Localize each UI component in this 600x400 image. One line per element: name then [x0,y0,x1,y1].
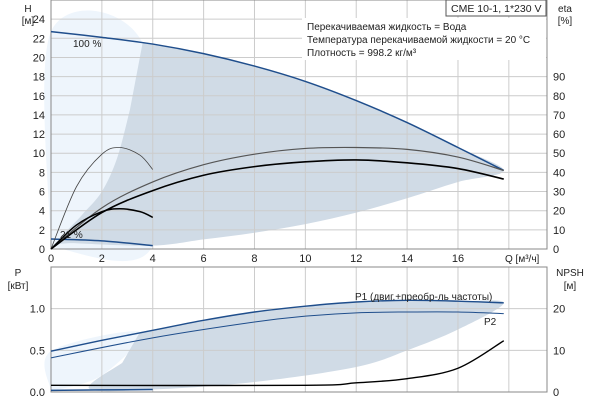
y-tick-label: 20 [33,52,45,64]
x-tick-label: 16 [452,253,464,265]
y-tick-label: 10 [33,148,45,160]
series-p1 [50,299,504,352]
y2-axis-label: eta [558,4,572,15]
power-npsh-plot: 0.0 0.5 1.0 0 10 20 P1 (двиг.+преобр-ль частот… [8,266,584,399]
y-tick-label: 0 [39,244,45,256]
y2-tick-label: 10 [553,345,565,357]
x-tick-label: 10 [299,253,311,265]
plot-border [50,266,548,393]
y-tick-label: 8 [39,167,45,179]
series-p-21- [50,388,153,392]
y-tick-label: 16 [33,91,45,103]
y-tick-label: 0.0 [30,387,45,399]
y-tick-label: 1.0 [30,304,45,316]
model-label: CME 10-1, 1*230 V [451,3,541,15]
x-tick-label: 2 [99,253,105,265]
x-tick-label: 14 [401,253,413,265]
y-tick-label: 22 [33,33,45,45]
info-box: CME 10-1, 1*230 V Перекачиваемая жидкост… [302,0,547,60]
y-tick-label: 24 [33,14,45,26]
y-axis-unit: [кВт] [8,281,29,292]
y2-tick-label: 60 [553,129,565,141]
y-tick-label: 4 [39,206,45,218]
y-tick-label: 6 [39,187,45,199]
y2-tick-label: 50 [553,148,565,160]
y-tick-label: 0.5 [30,345,45,357]
y2-axis-unit: [м] [564,281,577,292]
annotation-21: 21 % [60,230,83,241]
series-npsh [50,340,505,387]
y-axis-label: P [15,268,22,279]
x-tick-label: 4 [150,253,156,265]
y2-tick-label: 70 [553,110,565,122]
y-axis-unit: [м] [22,16,35,27]
y2-tick-label: 0 [553,244,559,256]
series-eta-total-100- [50,159,504,250]
x-tick-label: 12 [350,253,362,265]
x-tick-label: 8 [251,253,257,265]
y2-tick-label: 80 [553,91,565,103]
y2-tick-label: 0 [553,387,559,399]
info-line-3: Плотность = 998.2 кг/м³ [307,48,417,59]
y2-tick-label: 20 [553,206,565,218]
annotation-p2: P2 [484,317,497,328]
x-tick-label: 6 [201,253,207,265]
series-h-100- [50,30,505,172]
y-tick-label: 18 [33,72,45,84]
y-tick-label: 12 [33,129,45,141]
annotation-100: 100 % [73,39,101,50]
y-tick-label: 14 [33,110,45,122]
x-tick-label: 0 [48,253,54,265]
annotation-p1: P1 (двиг.+преобр-ль частоты) [355,291,492,303]
y2-axis-label: NPSH [556,268,584,279]
series-eta-pump-100- [50,146,504,250]
y2-tick-label: 20 [553,304,565,316]
y2-tick-label: 10 [553,225,565,237]
series-p2 [50,311,504,359]
series-eta-pump-21- [50,147,154,250]
operating-region [58,43,504,246]
info-line-1: Перекачиваемая жидкость = Вода [307,22,467,33]
y2-axis-unit: [%] [558,16,573,27]
plot-border [50,0,548,250]
y-axis-label: H [24,4,31,15]
y2-tick-label: 90 [553,72,565,84]
info-line-2: Температура перекачиваемой жидкости = 20… [307,35,530,46]
y2-tick-label: 40 [553,167,565,179]
light-region [44,331,142,392]
x-axis-label: Q [м³/ч] [505,254,540,265]
y-tick-label: 2 [39,225,45,237]
y2-tick-label: 30 [553,187,565,199]
series-eta-total-21- [50,208,154,250]
